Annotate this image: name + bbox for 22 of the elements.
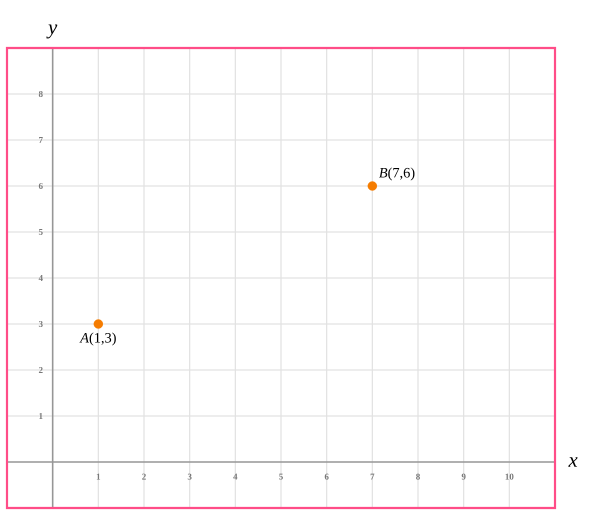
x-tick-label: 2 (142, 474, 146, 480)
x-tick-label: 4 (233, 474, 238, 480)
y-axis-title: y (46, 24, 58, 38)
y-tick-label: 2 (38, 367, 43, 373)
x-tick-label: 9 (462, 474, 466, 480)
x-tick-label: 8 (416, 474, 420, 480)
y-tick-label: 8 (38, 90, 43, 98)
annotation: A(1,3) (79, 332, 116, 346)
x-tick-label: 1 (96, 474, 100, 480)
y-tick-label: 4 (38, 275, 43, 281)
x-tick-label: 6 (324, 474, 329, 480)
annotation: B(7,6) (379, 167, 414, 180)
x-axis-title: x (568, 457, 578, 467)
x-tick-label: 10 (506, 474, 514, 480)
y-tick-label: 1 (39, 413, 43, 419)
y-tick-label: 6 (38, 182, 43, 190)
x-tick-label: 5 (279, 474, 283, 480)
y-tick-label: 5 (38, 229, 43, 235)
y-tick-label: 3 (38, 320, 43, 328)
y-tick-label: 7 (39, 137, 43, 143)
x-tick-label: 3 (188, 474, 192, 480)
x-tick-label: 7 (370, 474, 374, 480)
